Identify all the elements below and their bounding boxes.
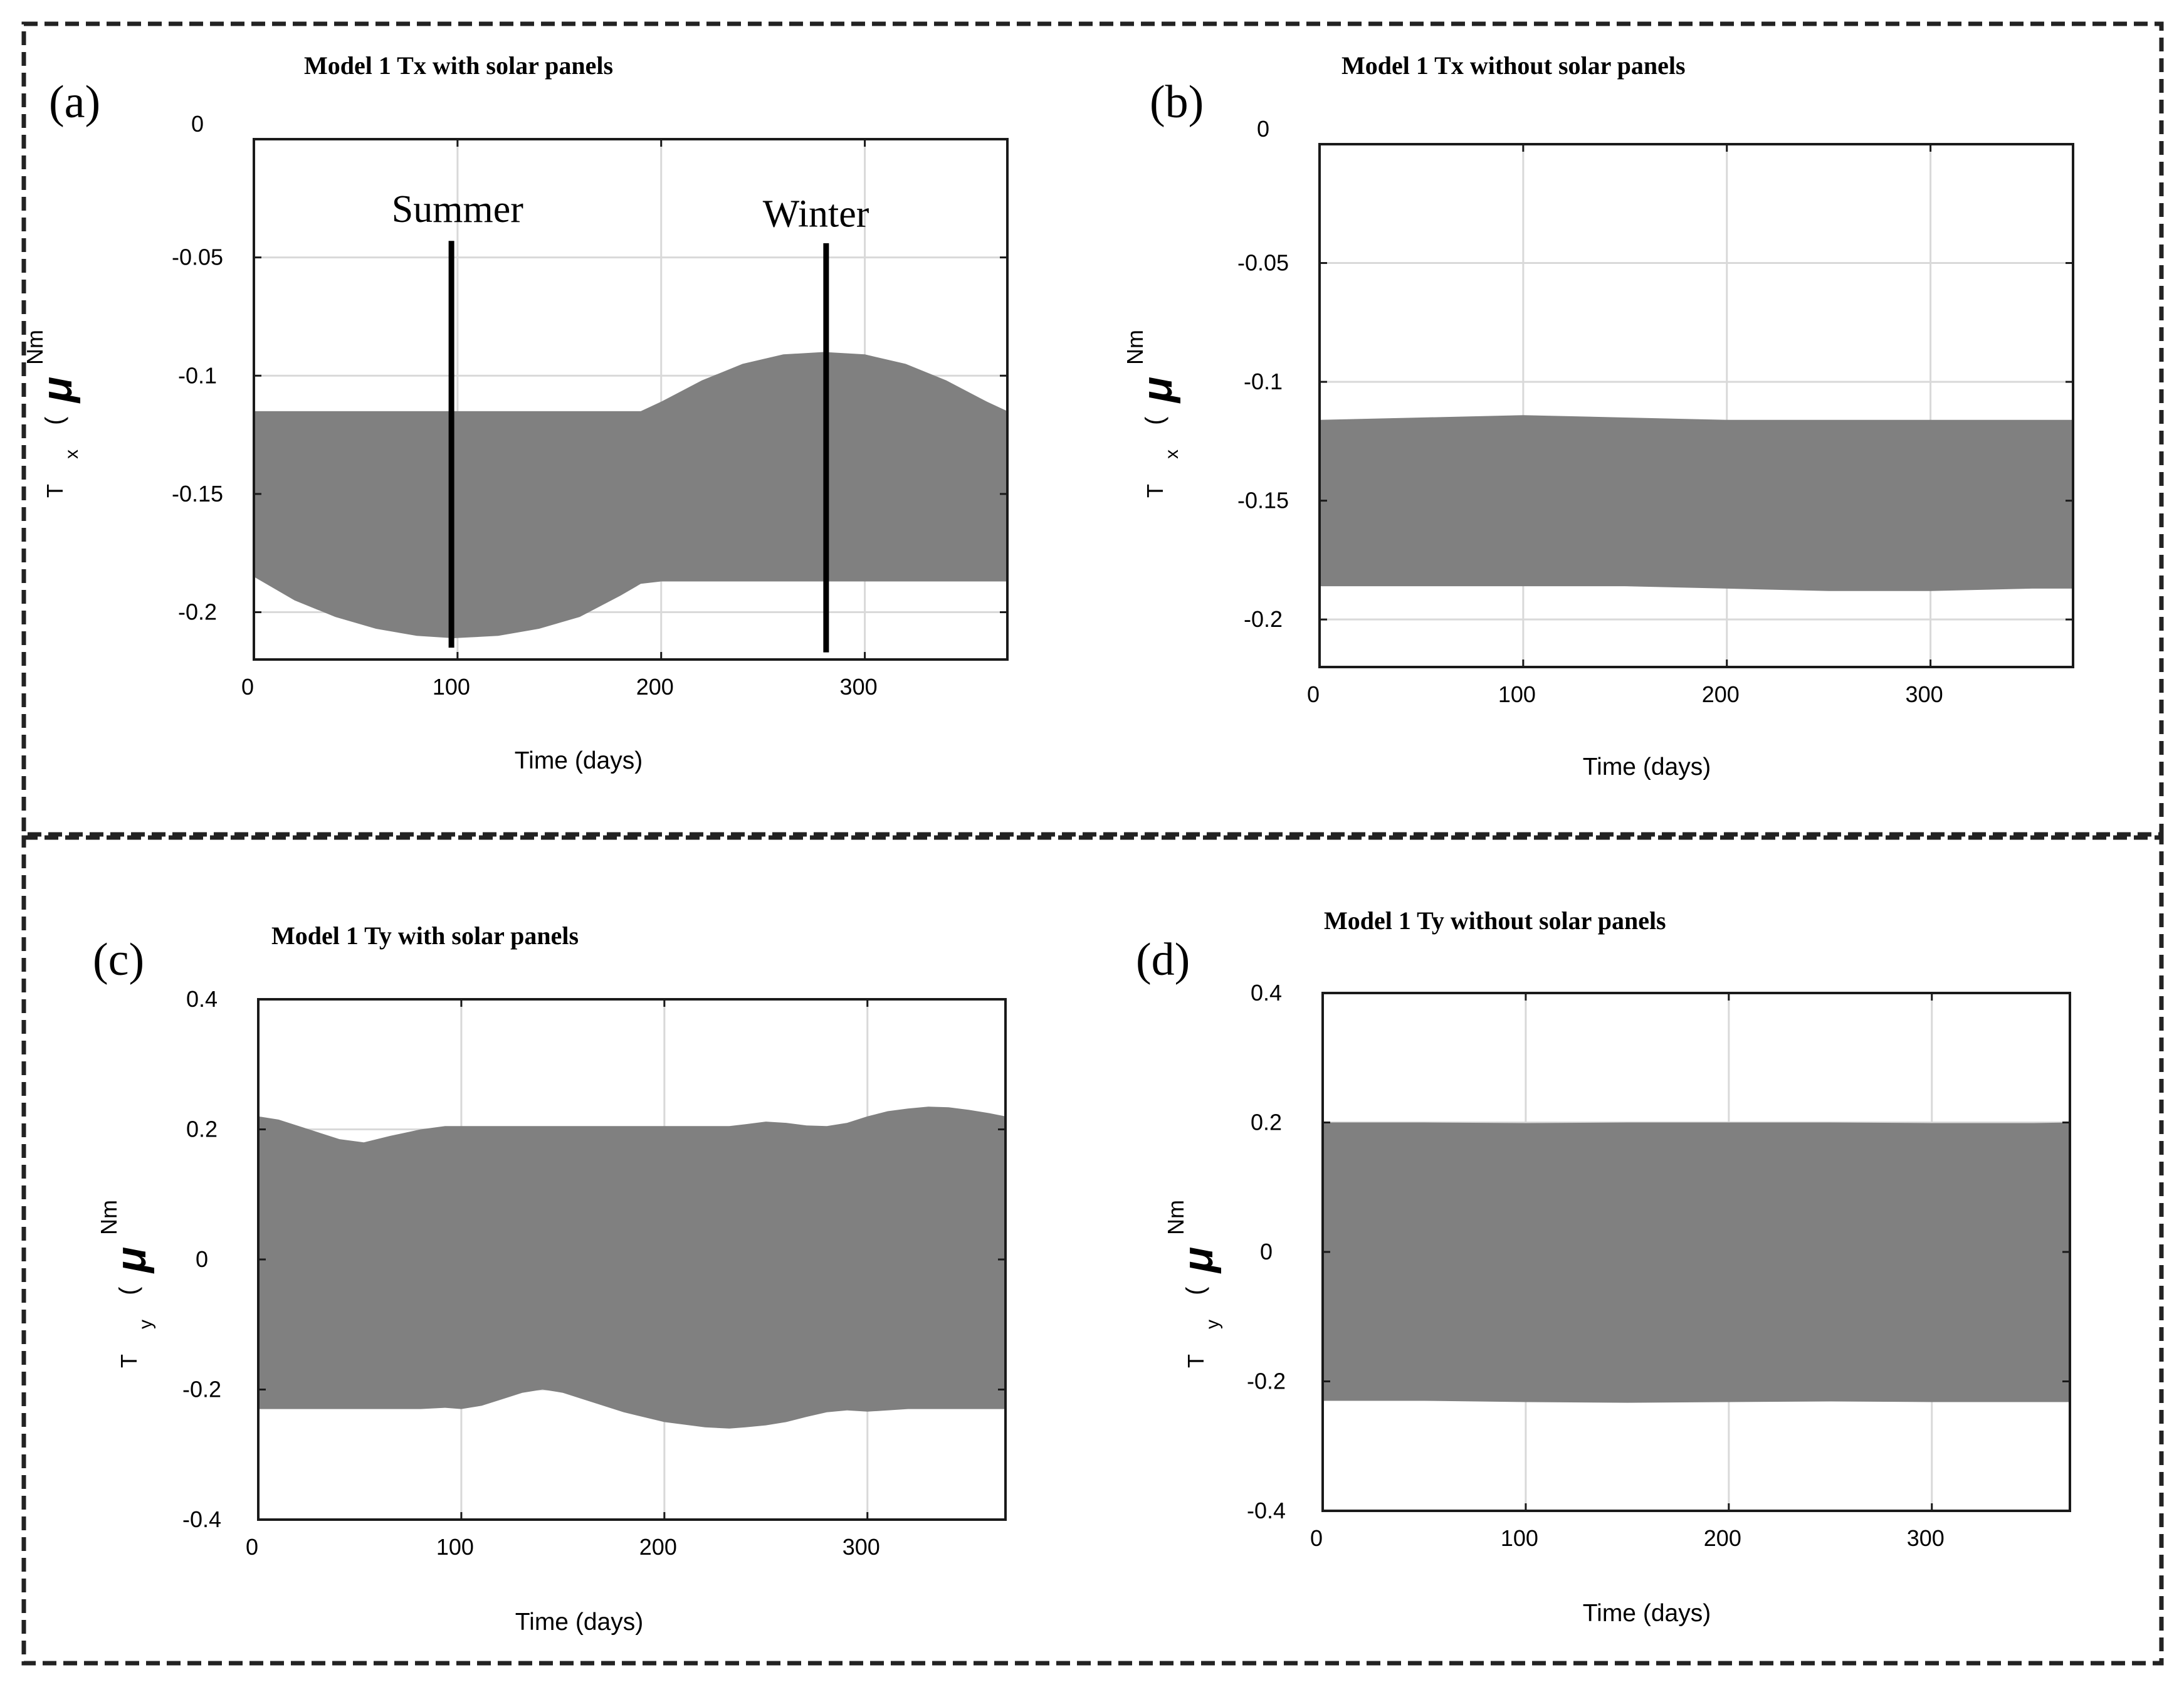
y-label-mu: μ	[107, 1247, 155, 1274]
y-tick-label: 0.2	[1251, 1110, 1282, 1135]
chart-title: Model 1 Ty without solar panels	[1324, 907, 1666, 935]
annotation-winter: Winter	[763, 193, 869, 236]
y-axis-label: Tx ( μ Nm	[1122, 330, 1182, 498]
panel-b: Model 1 Tx without solar panels (b) 0 100 20…	[1122, 51, 2074, 780]
chart-title: Model 1 Tx with solar panels	[304, 51, 613, 80]
y-tick-label: -0.15	[1237, 488, 1289, 513]
y-tick-label: -0.2	[182, 1377, 221, 1402]
panel-label: (b)	[1150, 76, 1204, 128]
plot-frame	[253, 138, 1009, 661]
y-tick-label: 0	[196, 1246, 208, 1272]
plot-frame	[1318, 143, 2074, 668]
panel-a: Model 1 Tx with solar panels (a) 0 100 200 30…	[22, 51, 1009, 774]
panel-label: (d)	[1136, 934, 1190, 985]
panel-label: (c)	[93, 934, 144, 985]
y-label-symbol: T	[42, 484, 68, 498]
y-tick-label: -0.15	[172, 481, 223, 507]
x-axis-label: Time (days)	[515, 747, 643, 774]
x-tick-label: 200	[1704, 1525, 1741, 1551]
x-tick-label: 0	[241, 674, 254, 700]
y-label-sub: x	[1162, 449, 1182, 459]
y-label-symbol: T	[1183, 1354, 1209, 1368]
x-tick-label: 100	[1501, 1525, 1538, 1551]
y-tick-label: 0	[191, 111, 204, 137]
x-tick-label: 200	[1702, 681, 1740, 707]
y-tick-label: 0	[1257, 116, 1269, 142]
y-label-paren: (	[41, 416, 68, 425]
panel-label: (a)	[49, 76, 100, 128]
bottom-section-border	[21, 835, 2164, 1666]
y-label-unit: Nm	[1163, 1200, 1189, 1235]
x-tick-label: 100	[433, 674, 470, 700]
y-label-mu: μ	[1174, 1247, 1222, 1274]
x-axis-label: Time (days)	[515, 1609, 643, 1636]
y-label-mu: μ	[33, 377, 81, 404]
x-tick-label: 300	[1906, 681, 1943, 707]
y-tick-label: -0.1	[178, 362, 217, 388]
y-tick-label: 0.4	[186, 986, 218, 1012]
y-axis-label: Ty ( μ Nm	[1163, 1200, 1223, 1368]
y-tick-label: -0.2	[1244, 606, 1283, 632]
y-tick-label: -0.05	[1237, 250, 1289, 276]
y-label-symbol: T	[1142, 484, 1168, 498]
x-tick-label: 300	[840, 674, 878, 700]
y-tick-label: -0.2	[1247, 1369, 1286, 1394]
x-axis-label: Time (days)	[1583, 1600, 1711, 1627]
y-label-paren: (	[115, 1286, 142, 1295]
y-tick-label: -0.2	[178, 599, 217, 625]
panel-c: Model 1 Ty with solar panels (c) 0 100 200 30…	[93, 922, 1007, 1636]
x-tick-label: 0	[1310, 1525, 1323, 1551]
y-label-paren: (	[1141, 416, 1168, 425]
x-tick-label: 100	[436, 1534, 474, 1560]
y-tick-label: -0.4	[182, 1506, 221, 1532]
x-tick-label: 200	[639, 1534, 677, 1560]
panel-d: Model 1 Ty without solar panels (d) 0 100 20…	[1136, 907, 2071, 1627]
series-band-0	[254, 352, 1007, 638]
series-band-0	[1323, 1122, 2070, 1403]
y-label-sub: y	[135, 1320, 156, 1329]
chart-title: Model 1 Ty with solar panels	[271, 922, 579, 950]
y-label-mu: μ	[1133, 377, 1181, 404]
x-tick-label: 0	[246, 1534, 258, 1560]
y-label-unit: Nm	[1122, 330, 1148, 365]
y-tick-label: -0.4	[1247, 1498, 1286, 1523]
y-axis-label: Tx ( μ Nm	[22, 330, 82, 498]
x-axis-label: Time (days)	[1583, 754, 1711, 780]
x-tick-label: 300	[1907, 1525, 1945, 1551]
y-tick-label: 0.2	[186, 1117, 218, 1142]
annotation-summer: Summer	[392, 188, 523, 231]
x-tick-label: 300	[843, 1534, 880, 1560]
chart-title: Model 1 Tx without solar panels	[1341, 51, 1686, 80]
y-label-paren: (	[1182, 1286, 1209, 1295]
y-axis-label: Ty ( μ Nm	[96, 1200, 156, 1368]
y-label-sub: x	[61, 449, 82, 459]
x-tick-label: 200	[636, 674, 674, 700]
x-tick-label: 0	[1307, 681, 1320, 707]
x-tick-label: 100	[1498, 681, 1536, 707]
y-label-symbol: T	[116, 1354, 142, 1368]
y-tick-label: -0.05	[172, 244, 223, 270]
y-label-sub: y	[1202, 1320, 1223, 1329]
y-label-unit: Nm	[96, 1200, 122, 1235]
series-band-0	[1320, 415, 2073, 591]
top-section-border	[21, 21, 2164, 837]
y-tick-label: 0.4	[1251, 980, 1282, 1006]
y-tick-label: -0.1	[1244, 369, 1283, 394]
series-band-0	[258, 1106, 1005, 1429]
y-tick-label: 0	[1260, 1239, 1273, 1264]
y-label-unit: Nm	[22, 330, 48, 365]
